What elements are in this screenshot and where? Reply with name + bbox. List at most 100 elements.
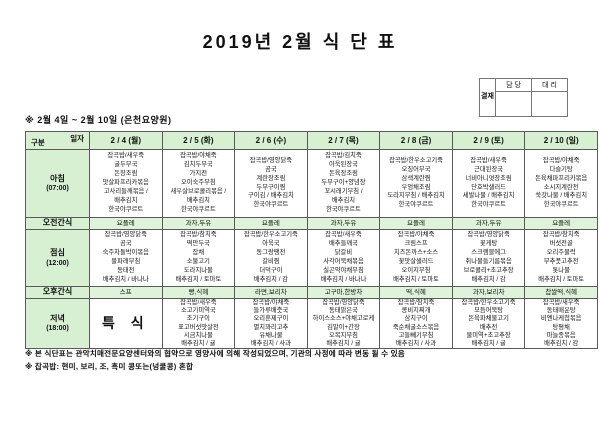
menu-line: 치즈돈까스+소스 xyxy=(393,249,439,257)
menu-cell: 요플레 xyxy=(89,217,163,230)
menu-line: 표고버섯맛살전 xyxy=(178,323,219,331)
menu-line: 오리주물럭 xyxy=(546,249,576,257)
menu-line: 김치두부국 xyxy=(183,161,213,169)
menu-cell: 떡,식혜 xyxy=(379,286,453,299)
menu-cell: 잡곡밥/새우죽 근대된장국 너비아니엿장조림 단호박샐러드 세발나물 / 배추김치 한국야… xyxy=(451,149,526,218)
menu-row-오후간식: 오후간식 스프 빵,식혜 라면,보리차 고구마,한방차 떡,식혜 과자,보리차 찹쌀떡,식혜 xyxy=(25,286,598,299)
menu-line: 탕평채 xyxy=(552,323,570,331)
row-label-time: (18:00) xyxy=(46,325,69,333)
menu-cell: 잡곡밥/새우죽 동태매운탕 비엔나케첩볶음 탕평채 마늘종볶음 배추김치 / 감 xyxy=(524,297,598,350)
menu-line: 돈육장조림 xyxy=(328,170,358,178)
menu-line: 굴두부국 xyxy=(114,161,138,169)
menu-line: 잡곡밥/새우죽 xyxy=(325,231,362,239)
menu-line: 구이김 / 배추김치 xyxy=(248,192,294,200)
menu-line: 배추김치 / 사과 xyxy=(396,339,437,347)
menu-line: 한국야쿠르트 xyxy=(326,205,361,213)
menu-cell: 잡곡밥/야채죽 크림스프 치즈돈까스+소스 꽃맛살샐러드 오이지무침 배추김치 / 토마토 xyxy=(379,229,453,287)
menu-line: 요플레 xyxy=(552,219,571,227)
menu-cell: 요플레 xyxy=(234,217,308,230)
menu-line: 세발나물 / 배추김치 xyxy=(462,192,515,200)
day-header: 2 / 10 (일) xyxy=(524,131,598,150)
footnotes: ※ 본 식단표는 관악치매전문요양센터와의 협약으로 영양사에 의해 작성되었으… xyxy=(25,348,585,373)
menu-cell: 잡곡밥/새우죽 소고기미역국 조기구이 표고버섯맛살전 시금치나물 배추김치 / 귤 xyxy=(161,297,236,350)
menu-line: 꼬시래기무침 / xyxy=(324,187,363,195)
menu-line: 잡곡밥/한우소고기죽 xyxy=(461,299,516,306)
menu-line: 잡곡밥/새우죽 xyxy=(107,152,145,160)
row-label-text: 오전간식 xyxy=(42,218,73,228)
menu-line: 오이지무침 xyxy=(401,266,431,274)
menu-line: 고들빼기무침 xyxy=(398,331,434,339)
menu-line: 곰국 xyxy=(119,240,132,248)
menu-cell: 라면,보리차 xyxy=(234,286,308,299)
menu-line: 잡곡밥/참치죽 xyxy=(397,299,435,306)
menu-line: 배추김치 / 감 xyxy=(253,275,289,283)
menu-line: 돈육파채불고기 xyxy=(468,315,509,323)
menu-line: 배추김치 xyxy=(331,196,356,204)
approval-deputy-signature-cell xyxy=(531,91,568,117)
menu-line: 배추김치 xyxy=(114,196,138,204)
row-label-time: (12:00) xyxy=(46,259,69,267)
menu-line: 너비아니엿장조림 xyxy=(465,174,512,182)
row-label-time: (07:00) xyxy=(46,185,69,193)
menu-line: 찹쌀떡,식혜 xyxy=(545,288,578,296)
menu-line: 시금치나물 xyxy=(183,331,213,339)
row-label: 오후간식 xyxy=(25,286,90,299)
menu-line: 과자,보리차 xyxy=(472,288,505,296)
menu-row-저녁: 저녁 (18:00) 특 식 잡곡밥/새우죽 소고기미역국 조기구이 표고버섯맛살전 시금치나… xyxy=(25,297,598,350)
approval-box: 결재 담 당 대 리 xyxy=(479,78,568,117)
menu-line: 멸치꽈리고추 xyxy=(253,323,289,331)
menu-line: 한국야쿠르트 xyxy=(253,201,289,209)
menu-line: 오리훈제구이 xyxy=(253,315,289,323)
menu-line: 떡만두국 xyxy=(186,240,210,248)
menu-line: 잡곡밥/새우죽 xyxy=(180,299,217,306)
menu-cell: 잡곡밥/한우소고기죽 오징어무국 삼색계란찜 우엉채조림 도라지무침 / 배추김치 한국야… xyxy=(379,149,453,218)
menu-line: 라면,보리차 xyxy=(255,288,287,296)
menu-line: 죽순채굴소스볶음 xyxy=(392,323,440,331)
menu-line: 배추김치 xyxy=(186,196,210,204)
menu-cell: 잡곡밥/영양닭죽 곰국 계란장조림 두부구이찜 구이김 / 배추김치 한국야쿠르트 xyxy=(234,149,308,218)
menu-line: 우엉채조림 xyxy=(401,183,431,191)
menu-cell: 잡곡밥/영양닭죽 동태맑은국 하이스소스+야채고로케 김말이+간장 오복지무침 배추김치 … xyxy=(306,297,381,350)
menu-cell: 특 식 xyxy=(89,297,163,350)
week-range-subtitle: ※ 2월 4일 ~ 2월 10일 (은천요양원) xyxy=(25,115,172,125)
menu-line: 배추김치 / 바나나 xyxy=(320,275,367,283)
menu-line: 아욱국 xyxy=(262,240,280,248)
menu-line: 잡곡밥/영양닭죽 xyxy=(322,299,365,306)
approval-manager-header: 담 당 xyxy=(495,78,532,92)
menu-line: 톳나물 xyxy=(552,266,570,274)
menu-cell: 잡곡밥/참치죽 콩비지찌개 삼치구이 죽순채굴소스볶음 고들빼기무침 배추김치 / 사과 xyxy=(379,297,453,350)
menu-cell: 요플레 xyxy=(524,217,598,230)
menu-line: 동태맑은국 xyxy=(328,307,358,315)
day-header: 2 / 9 (토) xyxy=(451,131,526,150)
menu-line: 모듬어묵탕 xyxy=(474,307,504,315)
menu-line: 계란장조림 xyxy=(256,174,286,182)
page-title: 2019년 2월 식 단 표 xyxy=(202,32,398,52)
menu-line: 취나물들기름볶음 xyxy=(465,258,512,265)
menu-line: 배추들깨국 xyxy=(328,240,358,248)
special-meal-label: 특 식 xyxy=(101,315,150,332)
menu-line: 잡곡밥/참치죽 xyxy=(542,231,580,239)
menu-cell: 과자,두유 xyxy=(161,217,236,230)
menu-line: 배추김치 / 토마토 xyxy=(538,275,585,283)
menu-line: 꽃맛살샐러드 xyxy=(398,258,434,265)
menu-line: 한국야쿠르트 xyxy=(108,205,144,213)
menu-line: 스크램블에그 xyxy=(471,249,506,257)
menu-table-header: 일자 구분 2 / 4 (월) 2 / 5 (화) 2 / 6 (수) 2 / 7 (목)… xyxy=(25,131,598,150)
menu-line: 오복지무침 xyxy=(328,331,358,339)
menu-line: 잡곡밥/한우소고기죽 xyxy=(389,156,443,164)
menu-line: 하이스소스+야채고로케 xyxy=(312,315,375,323)
menu-line: 꽃게탕 xyxy=(479,240,498,248)
menu-cell: 과자,두유 xyxy=(451,217,526,230)
menu-line: 물미역+초고추장 xyxy=(466,331,511,339)
menu-line: 버섯전골 xyxy=(549,240,573,248)
menu-line: 배추김치 / 감 xyxy=(544,339,579,347)
menu-line: 과자,두유 xyxy=(185,219,212,227)
menu-line: 한국야쿠르트 xyxy=(543,201,579,209)
menu-line: 소고기미역국 xyxy=(180,307,216,315)
row-label-text: 점심 xyxy=(50,248,65,258)
row-label-text: 오후간식 xyxy=(42,287,73,297)
menu-line: 조기구이 xyxy=(186,315,210,323)
menu-line: 고사리들깨볶음 / xyxy=(103,187,148,195)
corner-cell: 일자 구분 xyxy=(25,131,90,150)
menu-line: 마늘종볶음 xyxy=(546,331,576,339)
